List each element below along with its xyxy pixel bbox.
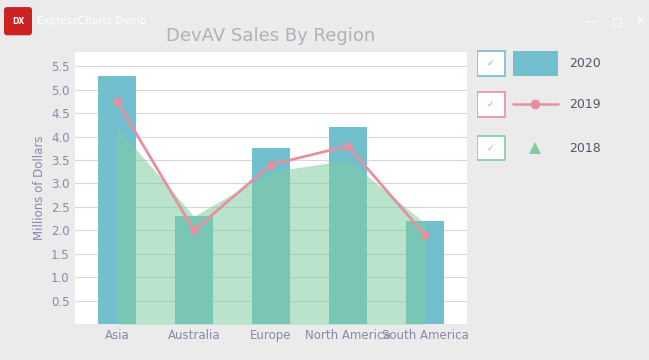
Bar <box>98 76 136 324</box>
FancyBboxPatch shape <box>513 51 558 76</box>
Text: DX: DX <box>12 17 24 26</box>
Text: ExpressCharts Demo: ExpressCharts Demo <box>37 16 146 26</box>
Bar <box>175 216 214 324</box>
Bar <box>406 221 444 324</box>
FancyBboxPatch shape <box>477 92 505 117</box>
Title: DevAV Sales By Region: DevAV Sales By Region <box>166 27 376 45</box>
Text: 2018: 2018 <box>570 142 601 155</box>
Text: ✕: ✕ <box>635 16 644 26</box>
Text: ✓: ✓ <box>487 59 495 68</box>
Text: 2019: 2019 <box>570 98 601 111</box>
Y-axis label: Millions of Dollars: Millions of Dollars <box>32 136 45 240</box>
Text: ✓: ✓ <box>487 100 495 109</box>
Bar <box>328 127 367 324</box>
Text: —: — <box>585 16 596 26</box>
FancyBboxPatch shape <box>477 136 505 161</box>
Bar <box>252 148 290 324</box>
FancyBboxPatch shape <box>477 51 505 76</box>
Text: 2020: 2020 <box>570 57 601 70</box>
FancyBboxPatch shape <box>4 7 32 35</box>
Text: □: □ <box>612 16 622 26</box>
Text: ✓: ✓ <box>487 144 495 153</box>
